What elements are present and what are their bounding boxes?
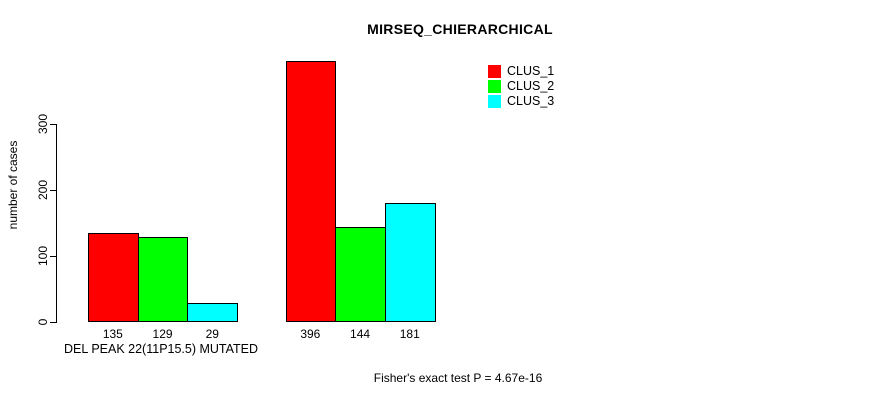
legend-swatch-clus_2 [488,79,501,93]
chart-title: MIRSEQ_CHIERARCHICAL [367,21,553,37]
y-tick-label: 100 [36,245,50,267]
legend-label: CLUS_3 [507,94,555,108]
legend-row: CLUS_1 [488,64,554,78]
y-tick-mark [50,255,57,257]
bar-group1-clus_3 [187,303,239,322]
bar-group1-clus_2 [137,237,189,322]
legend: CLUS_1 CLUS_2 CLUS_3 [488,64,554,108]
x-axis-label: DEL PEAK 22(11P15.5) MUTATED [64,342,259,356]
bar-value-label: 129 [152,327,173,341]
legend-label: CLUS_1 [507,64,555,78]
bar-value-label: 135 [102,327,123,341]
footnote-text: Fisher's exact test P = 4.67e-16 [373,371,543,385]
y-tick-mark [50,321,57,323]
bar-value-label: 144 [350,327,371,341]
bar-group2-clus_3 [384,203,436,322]
y-axis-line [56,124,57,323]
legend-label: CLUS_2 [507,79,555,93]
y-tick-label: 200 [36,179,50,201]
y-tick-label: 0 [36,318,50,326]
legend-row: CLUS_2 [488,79,554,93]
bar-group2-clus_2 [335,227,386,322]
bar-value-label: 396 [300,327,321,341]
bar-group2-clus_1 [285,61,337,322]
bar-group1-clus_1 [88,233,139,322]
bar-value-label: 29 [205,327,219,341]
legend-row: CLUS_3 [488,94,554,108]
legend-swatch-clus_1 [488,64,501,78]
y-axis-label: number of cases [6,140,20,230]
y-tick-label: 300 [36,113,50,135]
y-tick-mark [50,123,57,125]
y-tick-mark [50,189,57,191]
bar-value-label: 181 [399,327,420,341]
legend-swatch-clus_3 [488,94,501,108]
